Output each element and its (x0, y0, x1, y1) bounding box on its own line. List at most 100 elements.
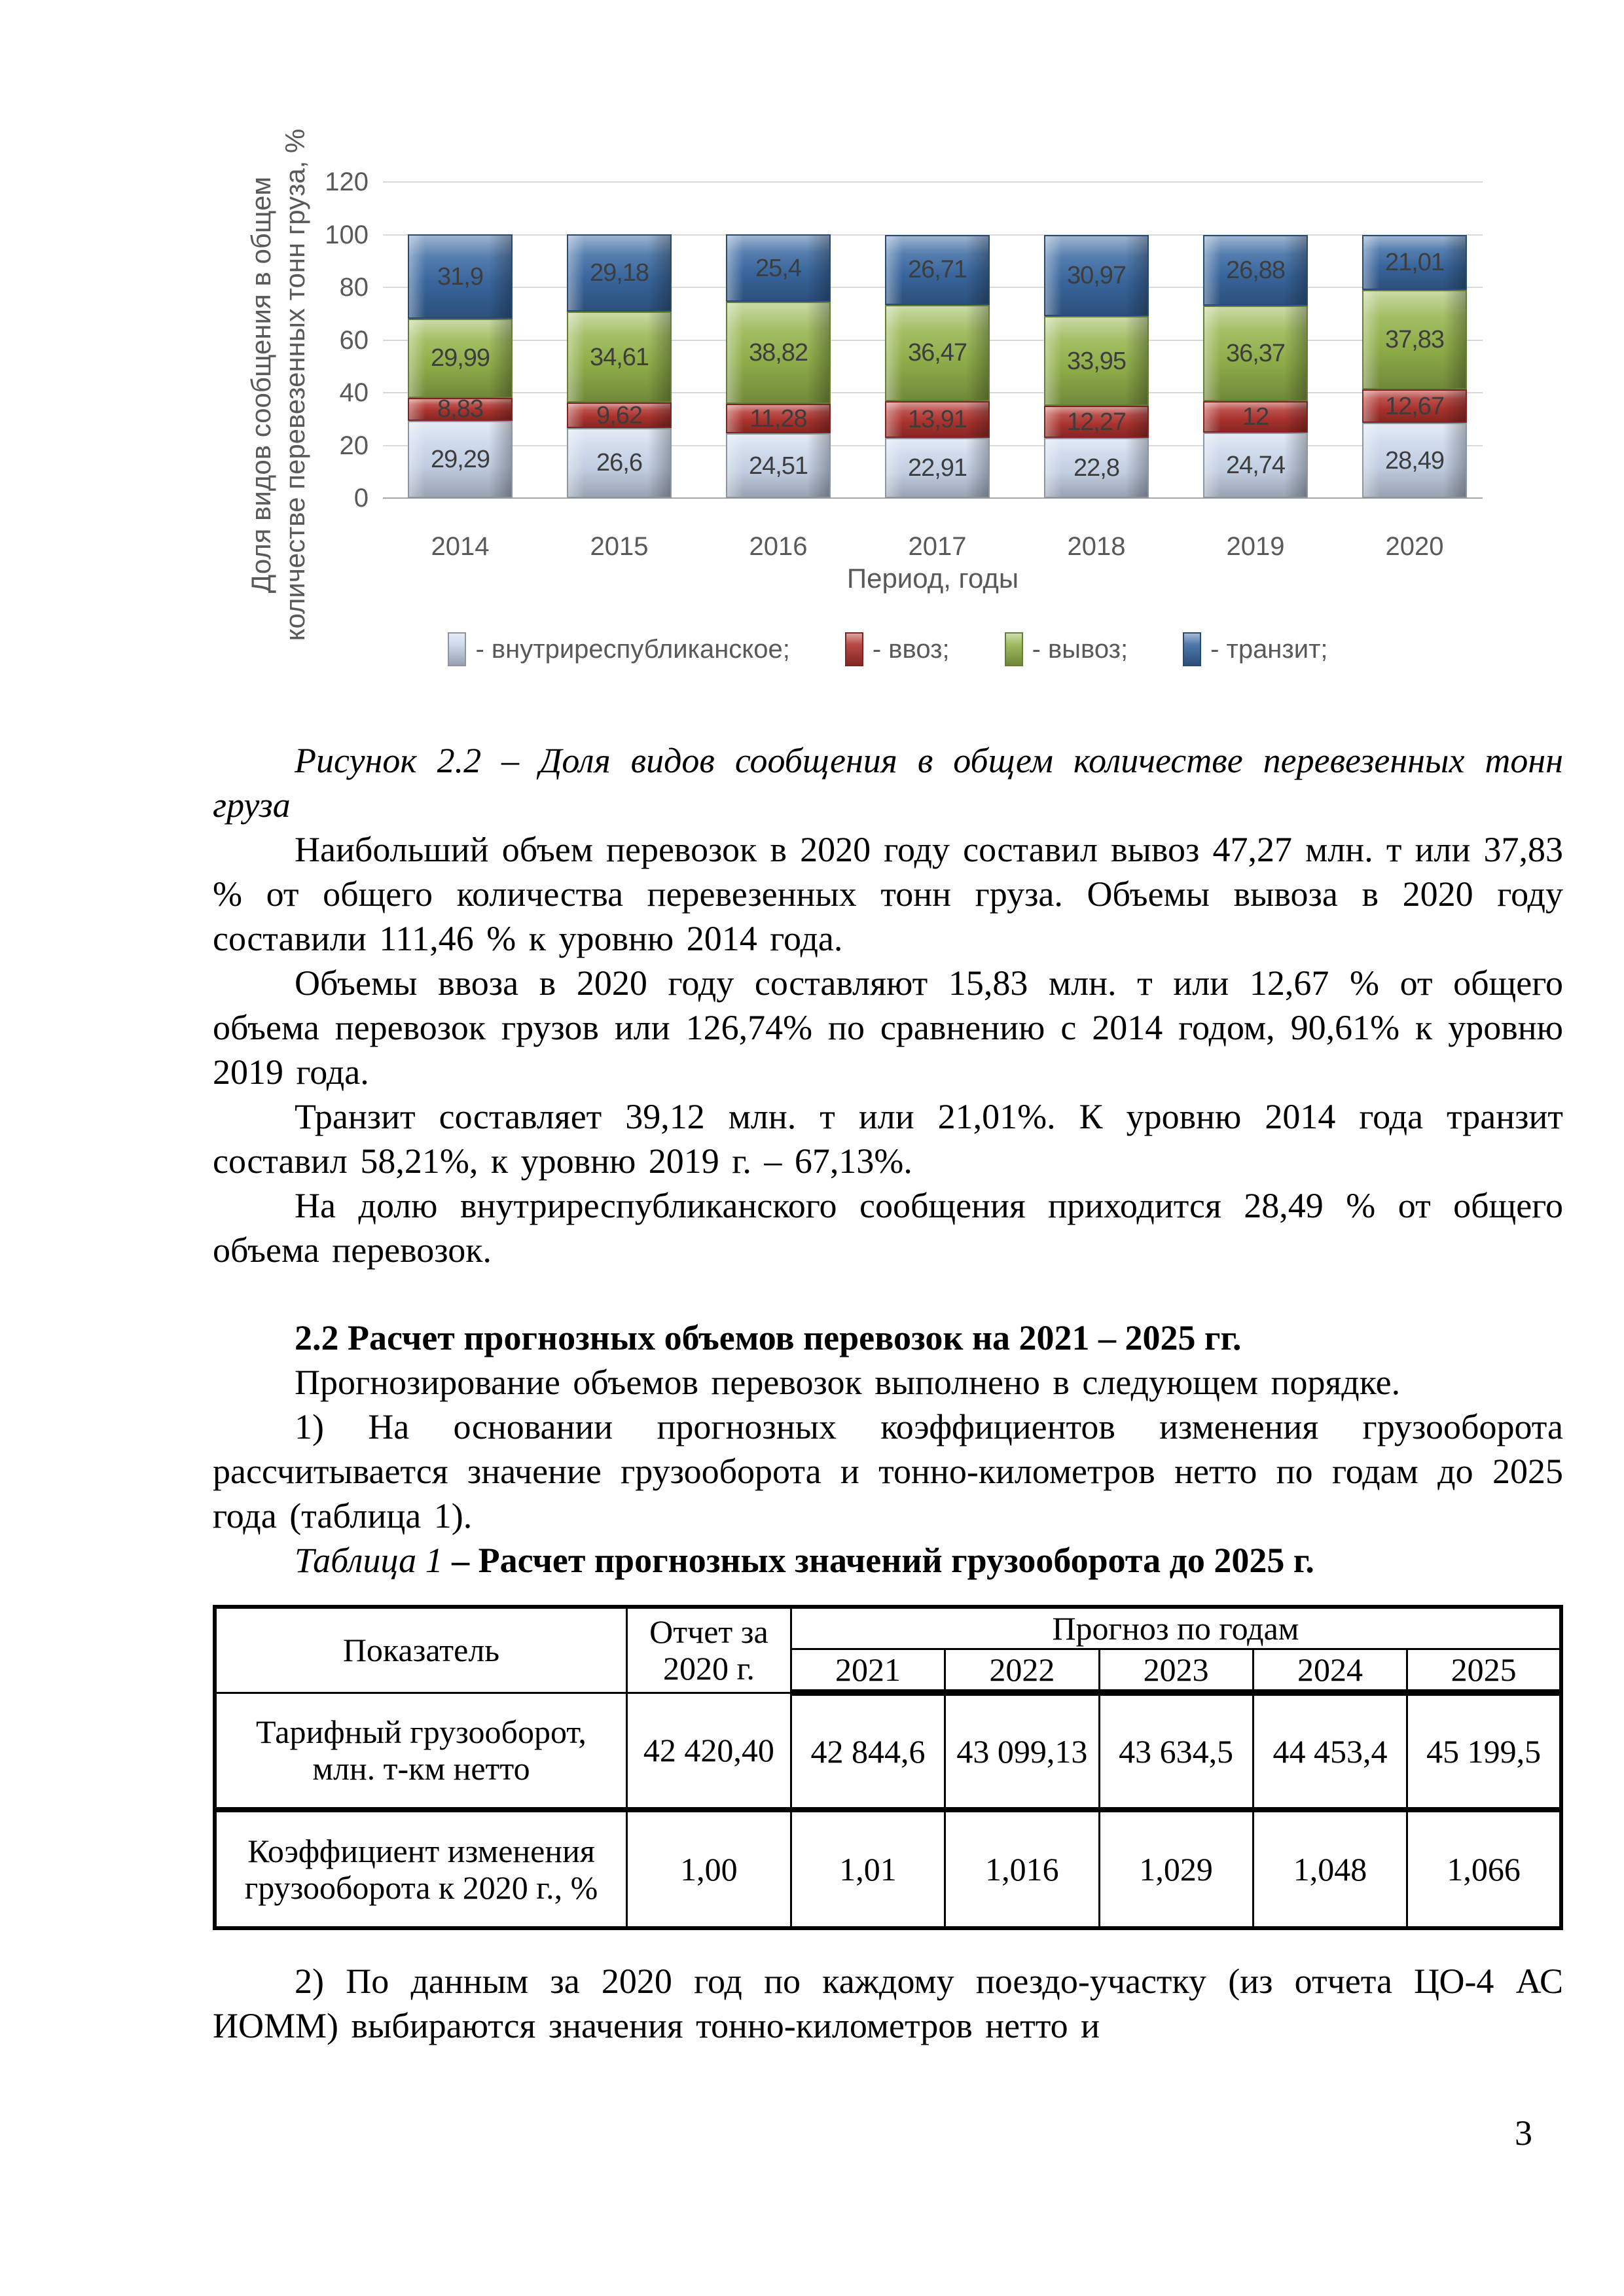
table-cell: 1,066 (1406, 1808, 1562, 1929)
bar-2015: 26,6 9,62 34,61 29,18 (567, 182, 672, 498)
legend-swatch-icon (1183, 632, 1202, 666)
y-tick-label: 0 (353, 484, 369, 512)
segment-export: 33,95 (1044, 316, 1149, 406)
segment-domestic: 24,74 (1203, 433, 1308, 498)
stacked-bar-chart: Доля видов сообщения в общем количестве … (213, 58, 1563, 725)
segment-value-label: 9,62 (596, 401, 643, 429)
legend-item-import: - ввоз; (844, 632, 950, 666)
segment-value-label: 22,8 (1074, 454, 1120, 482)
segment-value-label: 12 (1242, 403, 1269, 431)
segment-export: 29,99 (408, 318, 513, 398)
legend-label: - вывоз; (1032, 634, 1128, 664)
segment-value-label: 36,37 (1225, 339, 1286, 367)
segment-transit: 26,71 (885, 234, 990, 306)
segment-domestic: 22,91 (885, 437, 990, 498)
segment-value-label: 26,71 (907, 256, 967, 284)
table-caption: Таблица 1 – Расчет прогнозных значений г… (213, 1538, 1563, 1583)
bar-2019: 24,74 12 36,37 26,88 (1203, 182, 1308, 498)
paragraph: Прогнозирование объемов перевозок выполн… (295, 1363, 1401, 1402)
paragraph: Наибольший объем перевозок в 2020 году с… (213, 830, 1563, 958)
segment-value-label: 38,82 (748, 338, 808, 367)
segment-export: 36,37 (1203, 305, 1308, 402)
x-tick-label: 2015 (590, 532, 649, 561)
legend-item-export: - вывоз; (1004, 632, 1128, 666)
segment-import: 11,28 (726, 403, 831, 434)
header-year: 2021 (789, 1648, 947, 1696)
segment-value-label: 28,49 (1384, 446, 1445, 475)
y-tick-label: 20 (339, 431, 369, 460)
table-cell: 43 099,13 (944, 1691, 1100, 1812)
page-number: 3 (1515, 2113, 1532, 2153)
y-tick-label: 60 (339, 325, 369, 355)
segment-value-label: 22,91 (907, 454, 967, 482)
segment-value-label: 36,47 (907, 339, 967, 367)
segment-import: 13,91 (885, 401, 990, 438)
table-caption-label: Таблица 1 (295, 1541, 443, 1580)
segment-value-label: 24,51 (748, 452, 808, 480)
segment-value-label: 26,6 (596, 449, 643, 477)
segment-domestic: 29,29 (408, 421, 513, 498)
segment-transit: 25,4 (726, 234, 831, 302)
segment-transit: 30,97 (1044, 234, 1149, 317)
paragraph: 2) По данным за 2020 год по каждому поез… (213, 1962, 1563, 2045)
header-forecast: Прогноз по годам (789, 1605, 1562, 1650)
table-cell: 1,048 (1252, 1808, 1409, 1929)
y-tick-label: 100 (325, 220, 369, 249)
figure-caption: Рисунок 2.2 – Доля видов сообщения в общ… (213, 741, 1563, 825)
section-heading: 2.2 Расчет прогнозных объемов перевозок … (295, 1318, 1242, 1357)
segment-domestic: 28,49 (1362, 423, 1467, 498)
bar-2018: 22,8 12,27 33,95 30,97 (1044, 182, 1149, 498)
segment-value-label: 29,18 (589, 259, 649, 287)
segment-transit: 29,18 (567, 234, 672, 312)
y-tick-label: 40 (339, 378, 369, 407)
gridline (383, 497, 1483, 499)
segment-value-label: 24,74 (1225, 452, 1286, 480)
legend-item-domestic: - внутриреспубликанское; (448, 632, 790, 666)
row-label: Тарифный грузооборот, млн. т-км нетто (213, 1691, 628, 1812)
header-year: 2022 (944, 1648, 1100, 1696)
segment-transit: 26,88 (1203, 234, 1308, 306)
segment-transit: 31,9 (408, 234, 513, 319)
table-caption-title: – Расчет прогнозных значений грузооборот… (442, 1541, 1314, 1580)
segment-value-label: 8,83 (437, 395, 484, 423)
segment-value-label: 13,91 (907, 405, 967, 433)
table-cell: 1,029 (1098, 1808, 1254, 1929)
table-cell: 1,016 (944, 1808, 1100, 1929)
chart-plot: 0 20 40 60 80 100 120 29,29 8,83 29,99 31,9 2014 26,… (325, 168, 1483, 561)
segment-value-label: 30,97 (1066, 261, 1127, 289)
table-cell: 44 453,4 (1252, 1691, 1409, 1812)
legend-label: - транзит; (1210, 634, 1328, 664)
bar-2020: 28,49 12,67 37,83 21,01 (1362, 182, 1467, 498)
header-year: 2024 (1252, 1648, 1409, 1696)
header-report-2020: Отчет за 2020 г. (625, 1605, 792, 1694)
header-year: 2025 (1406, 1648, 1562, 1696)
legend-swatch-icon (448, 632, 467, 666)
table-row: Коэффициент изменения грузооборота к 202… (213, 1808, 1562, 1929)
segment-transit: 21,01 (1362, 234, 1467, 291)
table-cell: 42 420,40 (625, 1691, 792, 1812)
table-cell: 1,00 (625, 1808, 792, 1929)
bar-2017: 22,91 13,91 36,47 26,71 (885, 182, 990, 498)
x-axis-title: Период, годы (846, 563, 1019, 594)
x-tick-label: 2020 (1385, 532, 1444, 561)
segment-export: 34,61 (567, 311, 672, 403)
legend-item-transit: - транзит; (1183, 632, 1328, 666)
legend-swatch-icon (844, 632, 863, 666)
table-cell: 43 634,5 (1098, 1691, 1254, 1812)
segment-domestic: 26,6 (567, 427, 672, 498)
segment-value-label: 12,27 (1066, 408, 1127, 436)
segment-value-label: 11,28 (749, 404, 807, 433)
x-tick-label: 2017 (908, 532, 967, 561)
segment-import: 12 (1203, 401, 1308, 433)
row-label: Коэффициент изменения грузооборота к 202… (213, 1808, 628, 1929)
paragraph: Транзит составляет 39,12 млн. т или 21,0… (213, 1097, 1563, 1181)
segment-value-label: 29,99 (430, 344, 490, 372)
paragraph: На долю внутриреспубликанского сообщения… (213, 1186, 1563, 1270)
segment-value-label: 37,83 (1384, 326, 1445, 354)
chart-legend: - внутриреспубликанское; - ввоз; - вывоз; -… (213, 632, 1563, 666)
y-tick-label: 80 (339, 273, 369, 302)
segment-value-label: 21,01 (1384, 248, 1445, 276)
x-tick-label: 2014 (431, 532, 490, 561)
legend-label: - ввоз; (872, 634, 950, 664)
